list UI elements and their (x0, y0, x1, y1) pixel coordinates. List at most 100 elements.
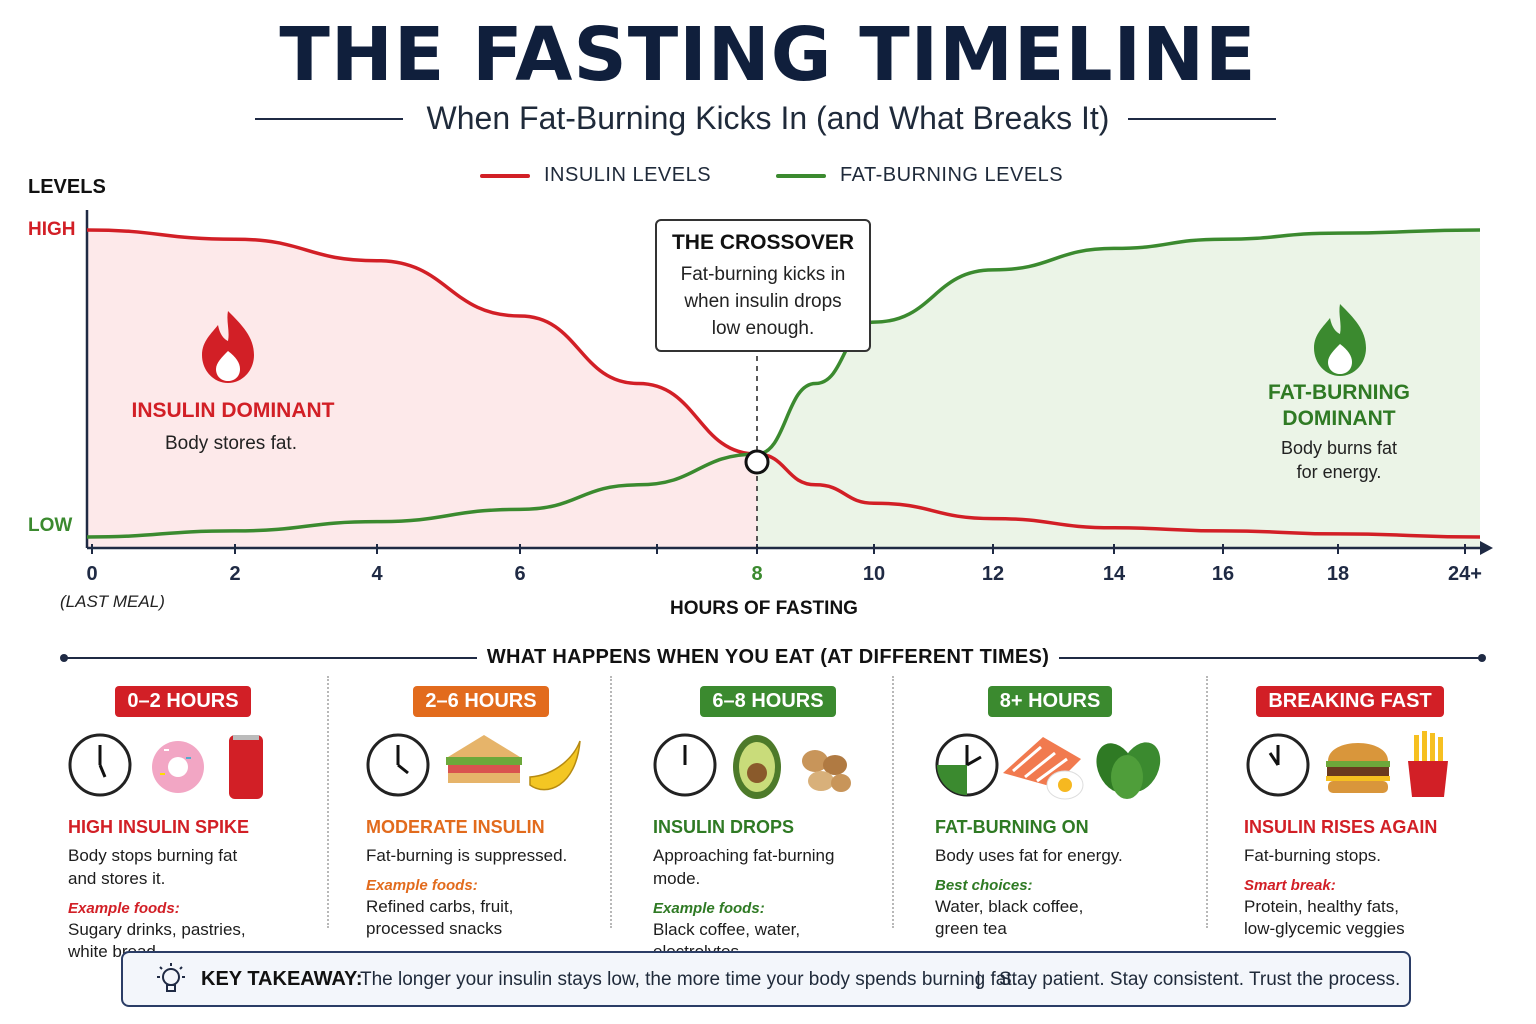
column-foods: Refined carbs, fruit, processed snacks (366, 896, 636, 940)
badge: 6–8 HOURS (700, 686, 836, 717)
crossover-point (744, 449, 770, 475)
fat-burning-area-fill (757, 230, 1480, 548)
insulin-area-fill (87, 230, 757, 548)
x-axis-title: HOURS OF FASTING (670, 598, 858, 619)
column-icons (1244, 727, 1514, 807)
y-tick-low: LOW (28, 515, 72, 536)
x-axis-arrow (1480, 541, 1493, 555)
zone-insulin-text: Body stores fat. (165, 433, 297, 454)
x-tick-note: (LAST MEAL) (60, 592, 165, 611)
section-title: WHAT HAPPENS WHEN YOU EAT (AT DIFFERENT … (476, 646, 1060, 669)
x-tick-label: 10 (863, 563, 885, 585)
clock-icon (935, 733, 999, 797)
nuts-icon (802, 750, 851, 792)
legend-swatch-insulin (480, 173, 530, 178)
desc-line2: mode. (653, 869, 701, 888)
badge: BREAKING FAST (1256, 686, 1444, 717)
clock-icon (653, 733, 717, 797)
crossover-text: Fat-burning kicks in when insulin drops … (680, 264, 846, 339)
section-header: WHAT HAPPENS WHEN YOU EAT (AT DIFFERENT … (0, 646, 1536, 669)
x-tick-label: 0 (86, 563, 97, 585)
clock-icon (68, 733, 132, 797)
column-icons-svg (653, 733, 851, 799)
column-desc: Approaching fat-burning mode. (653, 844, 923, 890)
page-subtitle: When Fat-Burning Kicks In (and What Brea… (426, 100, 1110, 136)
key-takeaway-box: KEY TAKEAWAY: The longer your insulin st… (121, 951, 1411, 1007)
zone-fat-title-line2: DOMINANT (1282, 407, 1395, 430)
takeaway-text2: Stay patient. Stay consistent. Trust the… (999, 969, 1401, 990)
column-sub: Example foods: (68, 900, 180, 917)
burger-icon (1326, 743, 1390, 793)
subtitle-rule-left (255, 118, 403, 120)
x-tick-label: 16 (1212, 563, 1234, 585)
legend-fat-burning: FAT-BURNING LEVELS (776, 164, 1063, 187)
desc-line2: and stores it. (68, 869, 166, 888)
column-6-8-hours: 6–8 HOURS INSULIN DROPS Approaching fat-… (653, 686, 923, 963)
green-flame-icon (1314, 304, 1366, 376)
fasting-chart: 0 2 4 6 8 10 12 14 16 18 24+ LEVELS HIGH LOW (LAST… (28, 176, 1493, 619)
salmon-egg-icon (1003, 737, 1084, 800)
desc-line1: Body stops burning fat (68, 846, 238, 865)
legend-swatch-fat (776, 173, 826, 178)
column-heading: INSULIN RISES AGAIN (1244, 817, 1438, 837)
crossover-title: THE CROSSOVER (671, 231, 855, 254)
takeaway-separator: | (976, 969, 981, 990)
banana-icon (529, 740, 581, 791)
avocado-icon (733, 735, 781, 799)
column-icons-svg (1246, 731, 1448, 797)
foods-line1: Refined carbs, fruit, (366, 897, 514, 916)
clock-icon (366, 733, 430, 797)
page-title: THE FASTING TIMELINE (279, 12, 1257, 98)
foods-line2: green tea (935, 919, 1007, 938)
column-icons (68, 727, 338, 807)
red-flame-icon (202, 311, 254, 383)
column-2-6-hours: 2–6 HOURS MODERATE INSULIN Fat-burning i… (366, 686, 636, 940)
x-tick-label: 6 (514, 563, 525, 585)
zone-fat-title-line1: FAT-BURNING (1268, 381, 1410, 404)
column-divider (610, 676, 612, 928)
column-heading: HIGH INSULIN SPIKE (68, 817, 250, 837)
column-8-plus-hours: 8+ HOURS FAT-BURNING ON Body uses fat f (935, 686, 1205, 940)
desc-line1: Fat-burning stops. (1244, 846, 1382, 865)
column-desc: Fat-burning is suppressed. (366, 844, 636, 867)
x-tick-label: 24+ (1448, 563, 1482, 585)
badge: 8+ HOURS (987, 686, 1113, 717)
takeaway-label: KEY TAKEAWAY: (201, 968, 363, 990)
column-divider (1206, 676, 1208, 928)
x-tick-label: 8 (751, 563, 762, 585)
column-desc: Body stops burning fat and stores it. (68, 844, 338, 890)
column-heading: FAT-BURNING ON (935, 817, 1089, 837)
desc-line1: Fat-burning is suppressed. (366, 846, 568, 865)
badge: 0–2 HOURS (115, 686, 251, 717)
x-tick-group: 0 2 4 6 8 10 12 14 16 18 24+ (86, 544, 1482, 585)
foods-line2: processed snacks (366, 919, 503, 938)
fries-icon (1408, 731, 1448, 797)
legend-fat-label: FAT-BURNING LEVELS (840, 164, 1064, 186)
takeaway-text: The longer your insulin stays low, the m… (360, 969, 1017, 990)
fat-burning-series-line (86, 228, 1481, 539)
desc-line1: Approaching fat-burning (653, 846, 835, 865)
column-icons-svg (935, 733, 1161, 800)
column-icons (935, 727, 1205, 807)
foods-line2: low-glycemic veggies (1244, 919, 1405, 938)
x-tick-label: 18 (1327, 563, 1349, 585)
column-icons (653, 727, 923, 807)
column-divider (892, 676, 894, 928)
column-sub: Example foods: (653, 900, 765, 917)
x-tick-label: 4 (371, 563, 383, 585)
desc-line1: Body uses fat for energy. (935, 846, 1123, 865)
badge: 2–6 HOURS (413, 686, 549, 717)
legend-insulin-label: INSULIN LEVELS (544, 164, 712, 186)
column-breaking-fast: BREAKING FAST INSULIN R (1244, 686, 1514, 940)
x-tick-label: 14 (1103, 563, 1126, 585)
zone-fat-text-line2: for energy. (1297, 462, 1382, 482)
column-desc: Body uses fat for energy. (935, 844, 1205, 867)
subtitle-rule-right (1128, 118, 1276, 120)
y-axis-title: LEVELS (28, 176, 106, 198)
x-tick-label: 12 (982, 563, 1004, 585)
foods-line1: Sugary drinks, pastries, (68, 920, 246, 939)
spinach-icon (1096, 742, 1161, 799)
foods-line1: Water, black coffee, (935, 897, 1084, 916)
y-tick-high: HIGH (28, 219, 76, 240)
column-foods: Protein, healthy fats, low-glycemic veggi… (1244, 896, 1514, 940)
